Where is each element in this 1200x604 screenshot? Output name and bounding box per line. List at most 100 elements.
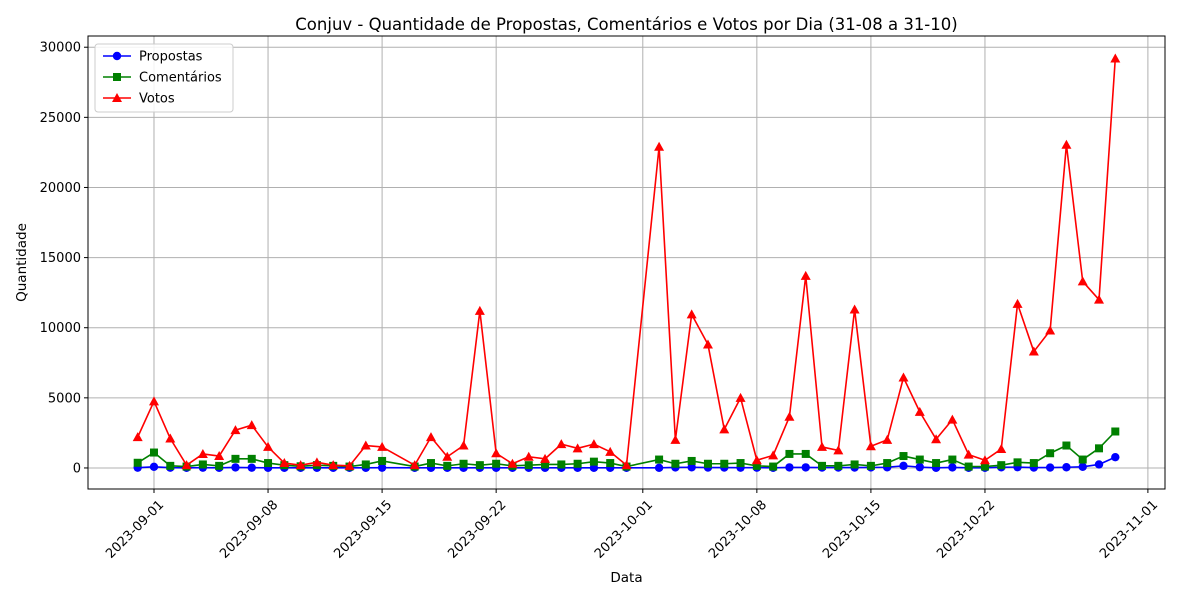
votos-point — [963, 449, 974, 459]
votos-point — [914, 406, 925, 416]
comentarios-point — [671, 459, 680, 468]
votos-point — [572, 443, 583, 453]
comentarios-point — [1046, 449, 1055, 458]
comentarios-point — [443, 461, 452, 470]
comentarios-point — [264, 459, 273, 468]
votos-point — [425, 432, 436, 442]
comentarios-point — [247, 454, 256, 463]
comentarios-point — [215, 461, 224, 470]
y-tick-label: 30000 — [40, 41, 81, 56]
legend-marker — [113, 73, 121, 81]
y-tick-label: 25000 — [40, 111, 81, 126]
ticks-layer: 0 5000 10000 15000 20000 25000 30000 2023-09-01… — [40, 41, 1162, 562]
votos-point — [246, 420, 257, 430]
votos-point — [702, 339, 713, 349]
votos-point — [1028, 346, 1039, 356]
votos-point — [833, 445, 844, 455]
comentarios-point — [915, 455, 924, 464]
votos-point — [360, 440, 371, 450]
propostas-point — [654, 463, 664, 473]
votos-point — [654, 141, 665, 151]
grid-layer — [88, 36, 1165, 489]
votos-point — [1061, 139, 1072, 149]
comentarios-point — [589, 457, 598, 466]
votos-point — [344, 460, 355, 470]
comentarios-point — [899, 452, 908, 461]
votos-point — [1094, 294, 1105, 304]
votos-point — [882, 434, 893, 444]
chart-title: Conjuv - Quantidade de Propostas, Coment… — [295, 15, 957, 34]
legend-marker — [112, 51, 122, 61]
comentarios-point — [573, 459, 582, 468]
votos-point — [588, 439, 599, 449]
propostas-point — [785, 463, 794, 472]
comentarios-point — [541, 460, 550, 469]
comentarios-point — [769, 462, 778, 471]
comentarios-point — [426, 459, 435, 468]
comentarios-point — [932, 459, 941, 468]
votos-point — [507, 458, 518, 468]
propostas-point — [899, 461, 908, 471]
legend-item-propostas: Propostas — [103, 50, 203, 65]
y-tick-label: 20000 — [40, 181, 81, 196]
votos-point — [979, 455, 990, 465]
votos-point — [442, 451, 453, 461]
votos-point — [181, 460, 192, 470]
votos-point — [768, 450, 779, 460]
comentarios-point — [361, 460, 370, 469]
y-tick-label: 0 — [73, 461, 81, 476]
legend-item-comentarios: Comentários — [103, 71, 222, 86]
votos-point — [800, 270, 811, 280]
comentarios-point — [720, 459, 729, 468]
votos-point — [132, 432, 143, 442]
votos-point — [148, 396, 159, 406]
votos-point — [719, 424, 730, 434]
comentarios-point — [231, 454, 240, 463]
x-tick-label: 2023-09-15 — [331, 498, 395, 562]
comentarios-point — [736, 459, 745, 468]
comentarios-point — [997, 461, 1006, 470]
votos-point — [817, 441, 828, 451]
propostas-point — [1078, 462, 1087, 472]
comentarios-point — [198, 460, 207, 469]
votos-point — [996, 444, 1007, 454]
x-tick-label: 2023-11-01 — [1097, 498, 1161, 562]
comentarios-point — [834, 461, 843, 470]
votos-point — [263, 441, 274, 451]
y-tick-label: 5000 — [48, 391, 81, 406]
propostas-point — [1062, 463, 1071, 472]
propostas-point — [1111, 452, 1120, 462]
legend-marker — [112, 93, 122, 102]
votos-point — [670, 434, 681, 444]
votos-point — [474, 305, 485, 315]
comentarios-point — [1078, 455, 1087, 464]
votos-point — [165, 433, 176, 443]
legend: Propostas Comentários Votos — [94, 43, 234, 113]
comentarios-point — [655, 455, 664, 464]
series-votos — [132, 53, 1121, 470]
x-axis-label: Data — [610, 570, 642, 586]
propostas-point — [948, 463, 957, 472]
propostas-point — [915, 462, 924, 472]
propostas-point — [687, 463, 696, 472]
legend-label: Propostas — [139, 50, 203, 65]
votos-line — [136, 58, 1117, 467]
votos-point — [621, 460, 632, 470]
comentarios-point — [1111, 427, 1120, 436]
votos-point — [1077, 276, 1088, 286]
x-tick-label: 2023-09-22 — [445, 498, 509, 562]
comentarios-point — [818, 461, 827, 470]
comentarios-point — [378, 456, 387, 465]
comentarios-point — [459, 459, 468, 468]
votos-point — [1045, 325, 1056, 335]
votos-point — [523, 451, 534, 461]
propostas-point — [589, 463, 599, 473]
propostas-point — [231, 463, 240, 472]
votos-point — [295, 460, 306, 470]
comentarios-point — [980, 462, 989, 471]
plot-frame — [87, 35, 1166, 490]
propostas-point — [1045, 463, 1055, 472]
legend-label: Votos — [139, 92, 175, 107]
